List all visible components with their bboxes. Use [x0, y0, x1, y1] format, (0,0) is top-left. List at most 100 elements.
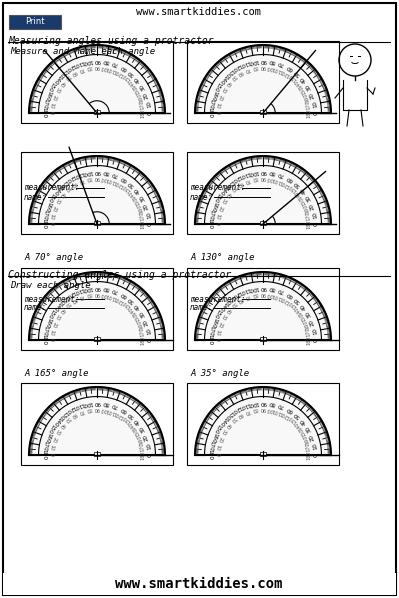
Text: 0: 0	[313, 111, 318, 115]
Text: 160: 160	[43, 316, 51, 328]
Bar	[94, 109, 101, 114]
Text: 90: 90	[260, 406, 266, 411]
Text: 30: 30	[53, 197, 61, 205]
Text: 120: 120	[281, 179, 291, 188]
Text: 160: 160	[209, 200, 217, 212]
Text: 180: 180	[42, 108, 47, 118]
Text: 40: 40	[224, 80, 231, 87]
Text: 140: 140	[51, 301, 62, 312]
Text: 80: 80	[102, 58, 110, 64]
Text: Draw each angle: Draw each angle	[10, 280, 91, 289]
Text: 100: 100	[100, 64, 110, 71]
Text: 10: 10	[48, 328, 55, 335]
Text: 80: 80	[85, 291, 93, 297]
Text: 60: 60	[236, 180, 244, 188]
Text: 150: 150	[213, 423, 222, 434]
Text: 100: 100	[248, 399, 259, 407]
Text: name:: name:	[24, 304, 47, 313]
Text: 150: 150	[132, 84, 142, 95]
Text: 170: 170	[208, 325, 215, 337]
Text: 100: 100	[100, 175, 110, 182]
Text: 20: 20	[50, 435, 57, 443]
Text: 170: 170	[139, 211, 146, 221]
Text: 70: 70	[277, 287, 285, 294]
Text: name:: name:	[24, 193, 47, 202]
Text: 70: 70	[77, 66, 85, 73]
Text: 90: 90	[94, 64, 100, 69]
Text: 0: 0	[214, 338, 219, 341]
Text: 0: 0	[313, 338, 318, 342]
Text: 150: 150	[47, 81, 56, 93]
Bar	[21, 152, 173, 234]
Text: 120: 120	[231, 289, 243, 299]
Text: 20: 20	[143, 433, 150, 441]
Text: 50: 50	[63, 74, 71, 81]
Text: 140: 140	[128, 189, 137, 200]
Text: 70: 70	[111, 402, 119, 409]
Text: 160: 160	[43, 200, 51, 212]
Text: 40: 40	[57, 80, 65, 87]
Text: 80: 80	[251, 291, 259, 297]
Text: 160: 160	[302, 203, 310, 213]
Polygon shape	[195, 45, 331, 113]
Text: 50: 50	[126, 295, 135, 304]
Text: 150: 150	[47, 192, 56, 203]
Text: 10: 10	[312, 100, 318, 108]
Text: name:: name:	[190, 193, 213, 202]
Text: 50: 50	[292, 179, 301, 188]
Text: 170: 170	[139, 442, 146, 452]
Text: 30: 30	[219, 428, 227, 436]
Text: 20: 20	[309, 91, 316, 99]
Text: 10: 10	[146, 442, 152, 450]
Text: 90: 90	[93, 58, 101, 63]
Text: 90: 90	[259, 285, 267, 290]
Text: 70: 70	[243, 293, 251, 300]
Text: 100: 100	[82, 58, 93, 65]
Text: 140: 140	[51, 74, 62, 85]
Text: measurement:: measurement:	[190, 294, 245, 304]
Text: 10: 10	[48, 102, 55, 108]
Text: 40: 40	[299, 302, 308, 310]
Text: 70: 70	[243, 408, 251, 415]
Text: 60: 60	[70, 296, 78, 304]
Text: 170: 170	[208, 98, 215, 109]
Text: 40: 40	[299, 417, 308, 425]
Text: 160: 160	[43, 89, 51, 101]
Text: 50: 50	[229, 185, 237, 193]
Text: 120: 120	[231, 405, 243, 414]
Text: 120: 120	[65, 63, 77, 72]
Text: 40: 40	[57, 421, 65, 429]
Text: 50: 50	[229, 301, 237, 309]
Text: 130: 130	[57, 68, 69, 78]
Text: 130: 130	[122, 72, 132, 83]
Text: 160: 160	[136, 319, 144, 329]
Text: 100: 100	[82, 169, 93, 175]
Text: 180: 180	[42, 450, 47, 460]
Text: 140: 140	[294, 78, 303, 89]
Text: 30: 30	[139, 83, 146, 91]
Text: Measure and name each angle: Measure and name each angle	[10, 47, 155, 56]
Text: 170: 170	[305, 442, 312, 452]
Text: 10: 10	[312, 327, 318, 335]
Text: measurement:: measurement:	[190, 184, 245, 193]
Text: 130: 130	[122, 184, 132, 194]
Text: 90: 90	[259, 169, 267, 174]
Text: 130: 130	[122, 300, 132, 310]
Text: 140: 140	[217, 416, 228, 427]
Text: A 165° angle: A 165° angle	[24, 368, 89, 377]
Text: 100: 100	[248, 285, 259, 291]
Text: 140: 140	[128, 305, 137, 316]
Text: 160: 160	[302, 434, 310, 444]
Text: 150: 150	[213, 308, 222, 319]
Text: 0: 0	[214, 453, 219, 456]
Text: 150: 150	[47, 308, 56, 319]
Text: 20: 20	[216, 321, 223, 328]
Text: 0: 0	[214, 111, 219, 115]
Text: 70: 70	[77, 177, 85, 184]
Text: 170: 170	[305, 327, 312, 337]
Text: 100: 100	[266, 291, 276, 298]
Text: 90: 90	[260, 64, 266, 69]
Text: 110: 110	[108, 292, 118, 301]
Text: 160: 160	[136, 92, 144, 102]
Polygon shape	[29, 156, 165, 224]
